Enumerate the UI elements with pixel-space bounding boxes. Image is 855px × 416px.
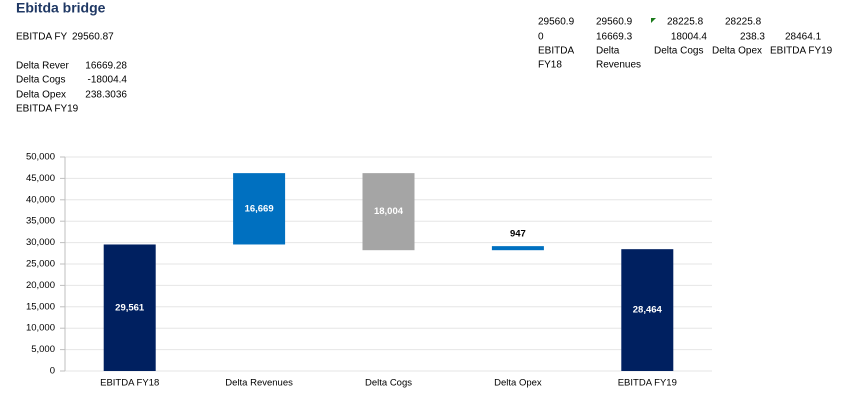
cell: Delta Opex — [712, 46, 762, 57]
x-tick-label: Delta Revenues — [225, 378, 293, 389]
x-tick-label: EBITDA FY19 — [618, 378, 677, 389]
cell: 18004.4 — [671, 32, 708, 43]
bar — [103, 244, 156, 371]
y-tick-label: 5,000 — [31, 344, 55, 355]
y-tick-label: 35,000 — [26, 216, 55, 227]
y-tick-label: 50,000 — [26, 152, 55, 163]
cell: 16669.3 — [596, 32, 633, 43]
cell: 238.3 — [740, 32, 765, 43]
cell: EBITDA — [538, 46, 574, 57]
y-tick-label: 40,000 — [26, 194, 55, 205]
cell: EBITDA FY19 — [16, 104, 79, 115]
cell: 29560.87 — [72, 32, 114, 43]
cell: 29560.9 — [596, 17, 633, 28]
bar — [491, 246, 544, 251]
cell: Delta — [596, 46, 620, 57]
cell: Delta Cogs — [16, 75, 65, 86]
cell: Revenues — [596, 60, 641, 71]
bar — [362, 173, 415, 251]
cell: 28225.8 — [667, 17, 704, 28]
cell: 0 — [538, 32, 544, 43]
cell: Delta Cogs — [654, 46, 703, 57]
cell-marker — [651, 18, 656, 23]
bar — [233, 173, 286, 245]
y-tick-label: 15,000 — [26, 301, 55, 312]
bar — [621, 249, 674, 371]
x-tick-label: Delta Opex — [494, 378, 542, 389]
cell: Delta Rever — [16, 61, 69, 72]
y-tick-label: 25,000 — [26, 259, 55, 270]
cell: 16669.28 — [85, 61, 127, 72]
cell: EBITDA FY — [16, 32, 67, 43]
cell: EBITDA FY19 — [770, 46, 833, 57]
cell: 238.3036 — [85, 90, 127, 101]
cell: FY18 — [538, 60, 562, 71]
cell: Delta Opex — [16, 90, 66, 101]
data-label: 947 — [510, 229, 526, 240]
data-label: 29,561 — [115, 302, 145, 313]
chart-title: Ebitda bridge — [16, 0, 106, 16]
y-tick-label: 30,000 — [26, 237, 55, 248]
data-label: 16,669 — [245, 203, 274, 214]
x-tick-label: Delta Cogs — [365, 378, 412, 389]
y-tick-label: 0 — [50, 366, 55, 377]
y-tick-label: 10,000 — [26, 323, 55, 334]
y-tick-label: 20,000 — [26, 280, 55, 291]
data-label: 28,464 — [633, 305, 663, 316]
cell: 29560.9 — [538, 17, 575, 28]
cell: 28464.1 — [785, 32, 822, 43]
cell: -18004.4 — [88, 75, 128, 86]
x-tick-label: EBITDA FY18 — [100, 378, 159, 389]
y-tick-label: 45,000 — [26, 173, 55, 184]
cell: 28225.8 — [725, 17, 762, 28]
data-label: 18,004 — [374, 206, 404, 217]
